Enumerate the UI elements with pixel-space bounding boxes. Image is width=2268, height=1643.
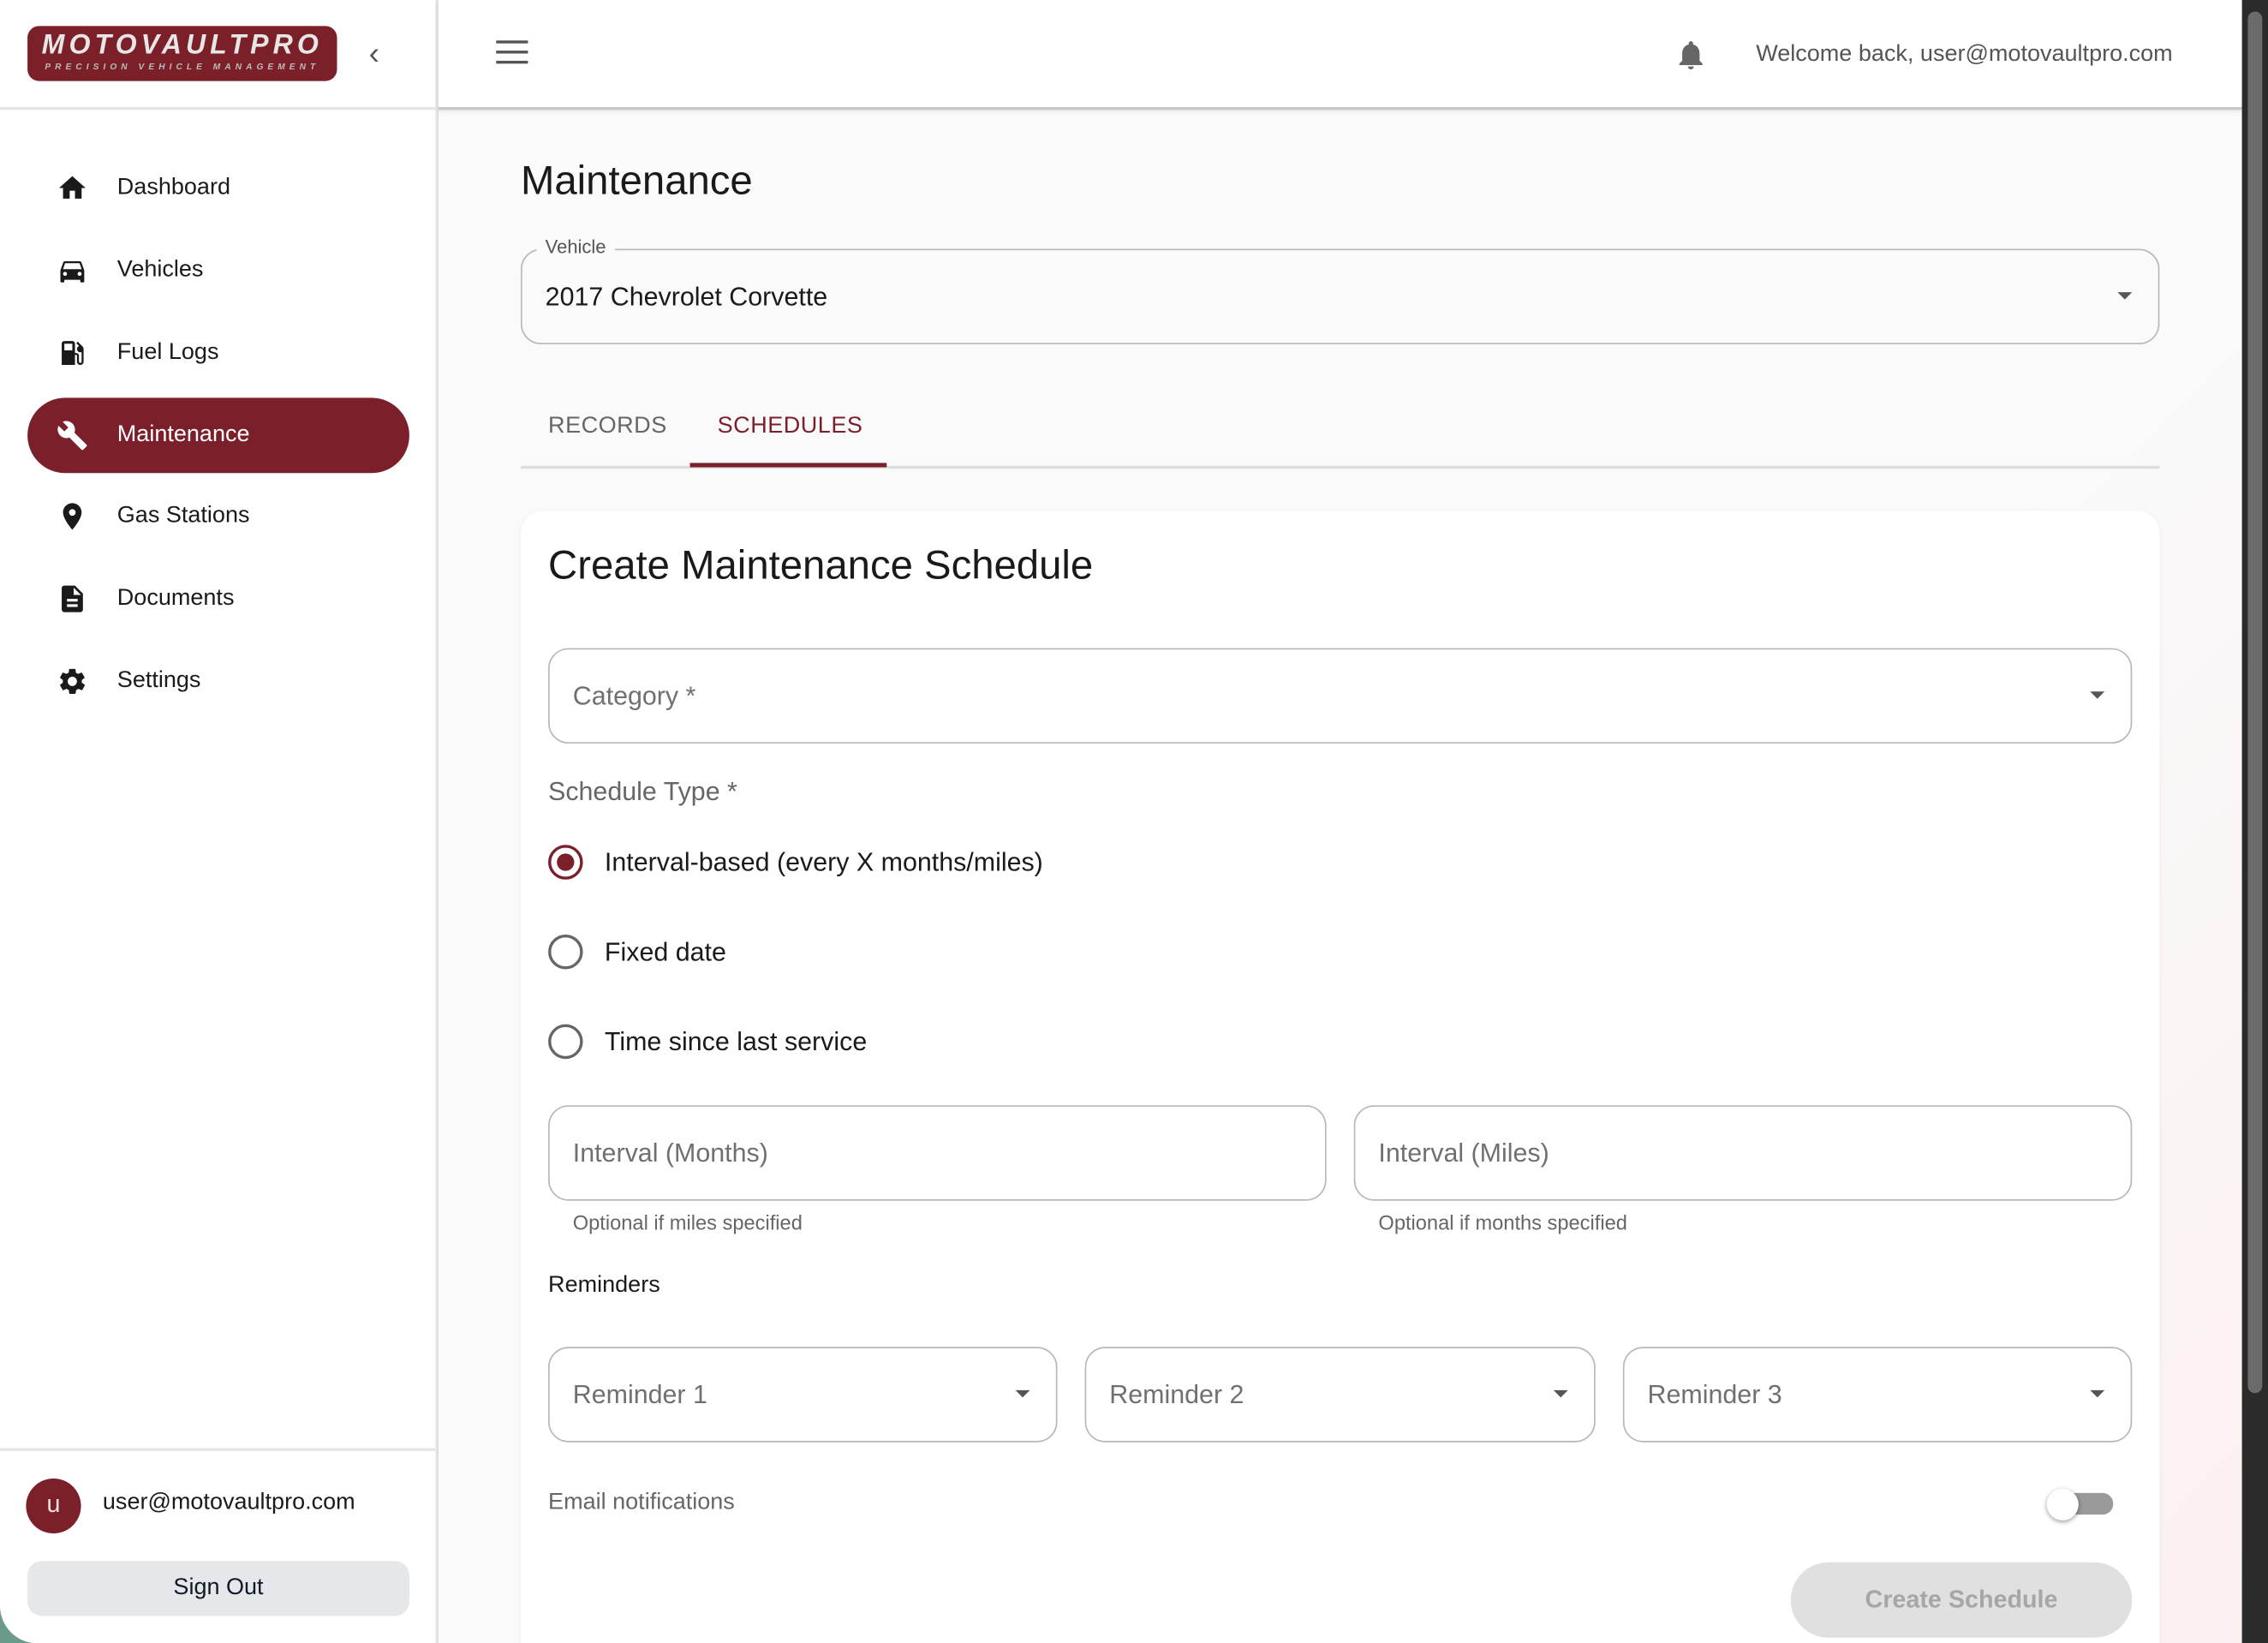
brand-name: MOTOVAULTPRO	[41, 30, 323, 61]
interval-months-label: Interval (Months)	[572, 1138, 768, 1168]
create-schedule-button[interactable]: Create Schedule	[1790, 1562, 2133, 1638]
tab-schedules[interactable]: SCHEDULES	[717, 413, 863, 439]
brand-logo[interactable]: MOTOVAULTPRO PRECISION VEHICLE MANAGEMEN…	[27, 26, 337, 81]
divider	[0, 1448, 436, 1451]
vehicle-value: 2017 Chevrolet Corvette	[545, 282, 828, 312]
schedule-type-label: Schedule Type *	[548, 776, 737, 806]
interval-months-input[interactable]: Interval (Months)	[548, 1105, 1327, 1201]
hamburger-menu-icon[interactable]	[496, 40, 531, 66]
category-select[interactable]: Category *	[548, 648, 2133, 744]
reminder-1-select[interactable]: Reminder 1	[548, 1347, 1058, 1443]
home-icon	[27, 172, 117, 204]
dropdown-arrow-icon	[1553, 1389, 1568, 1398]
sidebar-item-maintenance[interactable]: Maintenance	[27, 397, 409, 474]
reminder-2-select[interactable]: Reminder 2	[1084, 1347, 1596, 1443]
wrench-icon	[27, 420, 117, 451]
dropdown-arrow-icon	[1015, 1389, 1030, 1398]
dropdown-arrow-icon	[2090, 1389, 2105, 1398]
interval-months-helper: Optional if miles specified	[572, 1210, 803, 1234]
radio-label: Time since last service	[604, 1026, 868, 1055]
reminder-label: Reminder 3	[1647, 1380, 1782, 1409]
vehicle-select[interactable]: Vehicle 2017 Chevrolet Corvette	[520, 236, 2160, 344]
top-bar: Welcome back, user@motovaultpro.com	[438, 0, 2242, 111]
main-content: Welcome back, user@motovaultpro.com Main…	[438, 0, 2242, 1643]
radio-time-since-last-service[interactable]: Time since last service	[548, 1024, 868, 1060]
fuel-pump-icon	[27, 337, 117, 368]
sidebar-item-label: Gas Stations	[116, 503, 250, 529]
sidebar-item-vehicles[interactable]: Vehicles	[27, 233, 409, 308]
document-icon	[27, 583, 117, 615]
reminder-label: Reminder 1	[572, 1380, 707, 1409]
radio-checked-icon	[548, 845, 583, 880]
interval-miles-label: Interval (Miles)	[1378, 1138, 1549, 1168]
radio-fixed-date[interactable]: Fixed date	[548, 934, 726, 970]
vehicle-label: Vehicle	[536, 236, 615, 258]
scrollbar-thumb[interactable]	[2247, 11, 2263, 1394]
tabs-divider	[520, 465, 2160, 469]
location-pin-icon	[27, 500, 117, 532]
email-notifications-label: Email notifications	[548, 1490, 735, 1515]
bell-icon[interactable]	[1674, 38, 1709, 73]
sign-out-button[interactable]: Sign Out	[27, 1561, 409, 1616]
reminder-label: Reminder 2	[1109, 1380, 1244, 1409]
sidebar-item-documents[interactable]: Documents	[27, 561, 409, 636]
sidebar-item-label: Documents	[116, 585, 235, 611]
sidebar-item-label: Dashboard	[116, 175, 230, 200]
card-title: Create Maintenance Schedule	[548, 542, 1094, 588]
category-label: Category *	[572, 681, 696, 711]
page-title: Maintenance	[520, 158, 753, 203]
avatar: u	[26, 1478, 81, 1534]
dropdown-arrow-icon	[2090, 691, 2105, 699]
sidebar-item-fuel-logs[interactable]: Fuel Logs	[27, 315, 409, 391]
interval-miles-input[interactable]: Interval (Miles)	[1353, 1105, 2133, 1201]
sidebar: MOTOVAULTPRO PRECISION VEHICLE MANAGEMEN…	[0, 0, 439, 1643]
active-tab-indicator	[689, 463, 887, 468]
sidebar-item-label: Vehicles	[116, 257, 204, 283]
radio-label: Fixed date	[604, 936, 726, 966]
reminders-label: Reminders	[548, 1273, 660, 1298]
welcome-text: Welcome back, user@motovaultpro.com	[1756, 41, 2173, 67]
radio-unchecked-icon	[548, 934, 583, 970]
interval-miles-helper: Optional if months specified	[1378, 1210, 1627, 1234]
collapse-sidebar-chevron-left-icon[interactable]: ‹	[368, 34, 380, 71]
create-schedule-card: Create Maintenance Schedule Category * S…	[520, 511, 2160, 1643]
sidebar-item-label: Settings	[116, 668, 201, 693]
reminder-3-select[interactable]: Reminder 3	[1622, 1347, 2133, 1443]
toggle-thumb	[2046, 1488, 2079, 1521]
dropdown-arrow-icon	[2117, 292, 2133, 300]
radio-unchecked-icon	[548, 1024, 583, 1060]
divider	[0, 106, 436, 111]
user-email: user@motovaultpro.com	[102, 1490, 355, 1515]
tab-records[interactable]: RECORDS	[548, 413, 667, 439]
brand-tagline: PRECISION VEHICLE MANAGEMENT	[45, 63, 320, 73]
sidebar-item-settings[interactable]: Settings	[27, 644, 409, 720]
sidebar-item-label: Maintenance	[116, 422, 250, 447]
radio-label: Interval-based (every X months/miles)	[604, 846, 1043, 876]
sidebar-item-gas-stations[interactable]: Gas Stations	[27, 479, 409, 554]
email-notifications-toggle[interactable]	[2046, 1488, 2114, 1525]
radio-interval-based[interactable]: Interval-based (every X months/miles)	[548, 845, 1043, 880]
gear-icon	[27, 666, 117, 697]
sidebar-item-dashboard[interactable]: Dashboard	[27, 151, 409, 226]
car-icon	[27, 254, 117, 286]
sidebar-item-label: Fuel Logs	[116, 339, 219, 365]
